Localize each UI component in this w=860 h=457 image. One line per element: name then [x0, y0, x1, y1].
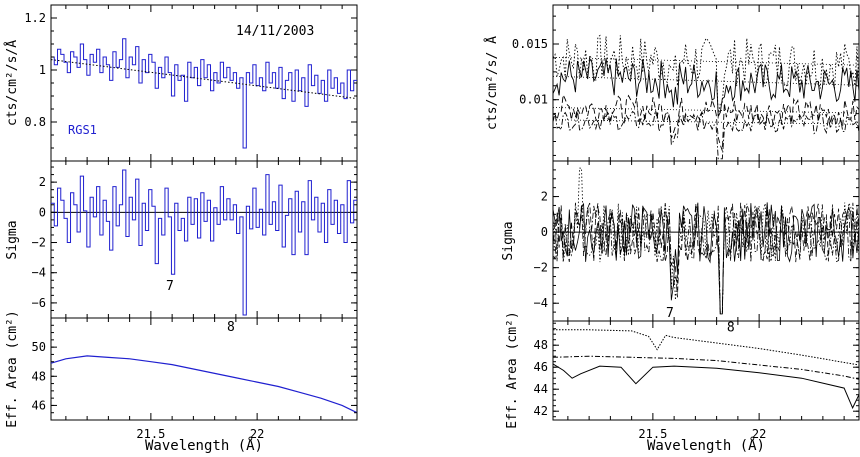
sigma-series — [51, 169, 357, 316]
model-line-dotted — [552, 56, 860, 66]
spectrum-series-dotted — [552, 34, 860, 119]
right-bottom-panel: Eff. Area (cm²) Wavelength (Å) 42 44 46 48 2… — [505, 311, 860, 454]
y-tick-label: 42 — [534, 404, 548, 418]
y-tick-label: 0.8 — [24, 115, 46, 129]
right-top-panel: cts/cm²/s/ Å 0.01 0.015 — [484, 4, 860, 162]
line-annotation-8: 8 — [727, 320, 735, 335]
right-top-ylabel: cts/cm²/s/ Å — [484, 36, 500, 130]
y-tick-label: 46 — [534, 360, 548, 374]
model-line — [50, 59, 358, 100]
y-tick-label: 0 — [39, 205, 46, 219]
eff-area-curve — [50, 355, 358, 414]
y-tick-label: 44 — [534, 382, 548, 396]
y-tick-label: 0.015 — [512, 37, 548, 51]
y-tick-label: 0 — [541, 225, 548, 239]
date-label: 14/11/2003 — [236, 24, 314, 39]
x-tick-label: 21.5 — [136, 427, 165, 441]
right-middle-ylabel: Sigma — [501, 221, 516, 260]
sigma-series-2 — [552, 202, 860, 315]
y-tick-label: 1.2 — [24, 11, 46, 25]
y-tick-label: −4 — [534, 296, 548, 310]
line-annotation-7: 7 — [666, 306, 674, 321]
model-line-dashed — [552, 107, 860, 114]
line-annotation-8: 8 — [227, 320, 235, 335]
eff-area-curve-dotted — [553, 329, 860, 366]
x-tick-label: 22 — [752, 427, 766, 441]
rgs1-data-series — [51, 38, 357, 149]
y-tick-label: −2 — [32, 236, 46, 250]
left-top-panel: 14/11/2003 RGS1 cts/cm²/s/Å 0.8 1 1.2 — [4, 4, 358, 162]
spectrum-series-dashed — [552, 93, 860, 151]
y-tick-label: −2 — [534, 261, 548, 275]
left-xlabel: Wavelength (Å) — [145, 437, 263, 454]
spectrum-series-solid — [552, 57, 860, 118]
left-middle-panel: Sigma 7 8 −6 −4 −2 0 2 — [5, 160, 358, 335]
right-middle-panel: Sigma 7 8 −4 −2 0 2 — [501, 160, 860, 335]
line-annotation-7: 7 — [166, 279, 174, 294]
y-tick-label: 2 — [541, 190, 548, 204]
spectrum-series-dash-dot — [552, 109, 860, 160]
sigma-series-1 — [552, 202, 860, 315]
right-bottom-ylabel: Eff. Area (cm²) — [505, 311, 520, 428]
y-tick-label: 2 — [39, 175, 46, 189]
x-tick-label: 21.5 — [638, 427, 667, 441]
left-bottom-ylabel: Eff. Area (cm²) — [5, 310, 20, 427]
y-tick-label: 50 — [32, 340, 46, 354]
left-middle-ylabel: Sigma — [5, 220, 20, 259]
eff-area-curve-dash-dot — [552, 355, 860, 380]
model-line-solid — [552, 75, 860, 86]
left-bottom-panel: Eff. Area (cm²) Wavelength (Å) 46 48 50 21.… — [5, 310, 358, 454]
y-tick-label: 46 — [32, 398, 46, 412]
y-tick-label: 48 — [32, 369, 46, 383]
instrument-label: RGS1 — [68, 123, 97, 137]
y-tick-label: −6 — [32, 296, 46, 310]
y-tick-label: 0.01 — [519, 93, 548, 107]
model-line-dash-dot — [552, 119, 860, 125]
y-tick-label: 1 — [39, 63, 46, 77]
right-xlabel: Wavelength (Å) — [647, 437, 765, 454]
sigma-series-3 — [552, 202, 860, 315]
y-tick-label: 48 — [534, 338, 548, 352]
x-tick-label: 22 — [250, 427, 264, 441]
y-tick-label: −4 — [32, 266, 46, 280]
eff-area-curve-solid — [552, 363, 860, 410]
left-top-ylabel: cts/cm²/s/Å — [4, 40, 20, 126]
